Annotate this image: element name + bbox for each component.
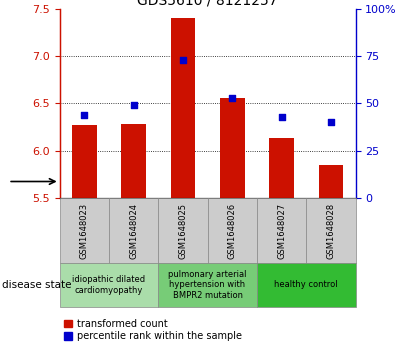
Text: GSM1648027: GSM1648027 — [277, 203, 286, 258]
Bar — [158, 263, 257, 307]
Bar — [171, 17, 195, 198]
Bar — [257, 263, 356, 307]
Point — [278, 114, 285, 119]
Bar — [306, 198, 356, 263]
Bar — [269, 138, 294, 198]
Bar — [158, 198, 208, 263]
Bar — [60, 263, 158, 307]
Text: GSM1648026: GSM1648026 — [228, 203, 237, 258]
Point — [130, 102, 137, 108]
Point — [229, 95, 236, 101]
Bar — [257, 198, 306, 263]
Bar — [319, 165, 343, 198]
Text: healthy control: healthy control — [275, 281, 338, 289]
Bar — [208, 198, 257, 263]
Text: GSM1648028: GSM1648028 — [326, 203, 335, 258]
Text: GSM1648023: GSM1648023 — [80, 203, 89, 258]
Legend: transformed count, percentile rank within the sample: transformed count, percentile rank withi… — [65, 319, 242, 341]
Bar — [60, 198, 109, 263]
Text: GSM1648024: GSM1648024 — [129, 203, 138, 258]
Text: pulmonary arterial
hypertension with
BMPR2 mutation: pulmonary arterial hypertension with BMP… — [169, 270, 247, 300]
Bar — [121, 124, 146, 198]
Bar — [109, 198, 158, 263]
Text: GSM1648025: GSM1648025 — [178, 203, 187, 258]
Point — [81, 112, 88, 118]
Text: idiopathic dilated
cardiomyopathy: idiopathic dilated cardiomyopathy — [72, 275, 145, 295]
Title: GDS5610 / 8121257: GDS5610 / 8121257 — [137, 0, 278, 8]
Point — [328, 119, 334, 125]
Bar — [220, 98, 245, 198]
Point — [180, 57, 186, 63]
Text: disease state: disease state — [2, 280, 72, 290]
Bar — [72, 125, 97, 198]
